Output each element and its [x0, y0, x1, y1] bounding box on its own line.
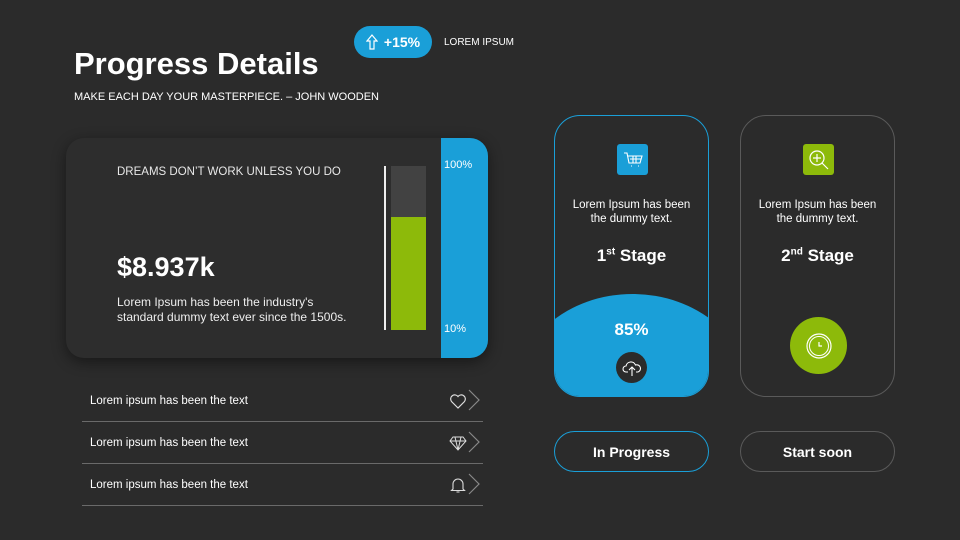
chevron-right-icon [468, 389, 480, 411]
in-progress-button[interactable]: In Progress [554, 431, 709, 472]
scale-top-label: 100% [444, 159, 473, 171]
card-amount: $8.937k [117, 252, 215, 282]
chevron-right-icon [468, 431, 480, 453]
cloud-upload-icon [616, 352, 647, 383]
heart-icon [450, 394, 466, 409]
list-item-label: Lorem ipsum has been the text [90, 436, 248, 449]
arrow-up-icon [365, 34, 378, 50]
list-item[interactable]: Lorem ipsum has been the text [82, 464, 483, 506]
card-description: Lorem Ipsum has been the industry's stan… [117, 295, 347, 324]
stage-title: 2nd Stage [781, 246, 854, 265]
summary-card: DREAMS DON’T WORK UNLESS YOU DO $8.937k … [66, 138, 488, 358]
clock-icon [790, 317, 847, 374]
bell-icon [450, 478, 466, 493]
growth-badge: +15% [354, 26, 432, 58]
stage-card-1: Lorem Ipsum has been the dummy text. 1st… [554, 115, 709, 397]
cart-icon [617, 144, 648, 175]
badge-value: +15% [383, 34, 421, 50]
list-item-label: Lorem ipsum has been the text [90, 478, 248, 491]
stage-description: Lorem Ipsum has been the dummy text. [572, 199, 691, 225]
page-title: Progress Details [74, 46, 319, 81]
scale-strip [441, 138, 488, 358]
badge-label: LOREM IPSUM [444, 37, 515, 48]
list-item-label: Lorem ipsum has been the text [90, 394, 248, 407]
stage-description: Lorem Ipsum has been the dummy text. [758, 199, 877, 225]
progress-bar [391, 166, 426, 330]
divider [384, 166, 386, 330]
diamond-icon [449, 436, 467, 451]
stage-percent: 85% [614, 320, 649, 339]
stage-title: 1st Stage [596, 246, 667, 265]
progress-bar-fill [391, 216, 426, 330]
list-item[interactable]: Lorem ipsum has been the text [82, 380, 483, 422]
start-soon-button[interactable]: Start soon [740, 431, 895, 472]
card-quote: DREAMS DON’T WORK UNLESS YOU DO [117, 166, 341, 178]
chevron-right-icon [468, 473, 480, 495]
page-subtitle: MAKE EACH DAY YOUR MASTERPIECE. – JOHN W… [74, 91, 379, 103]
zoom-in-icon [803, 144, 834, 175]
list-item[interactable]: Lorem ipsum has been the text [82, 422, 483, 464]
scale-bottom-label: 10% [444, 323, 467, 335]
stage-card-2: Lorem Ipsum has been the dummy text. 2nd… [740, 115, 895, 397]
